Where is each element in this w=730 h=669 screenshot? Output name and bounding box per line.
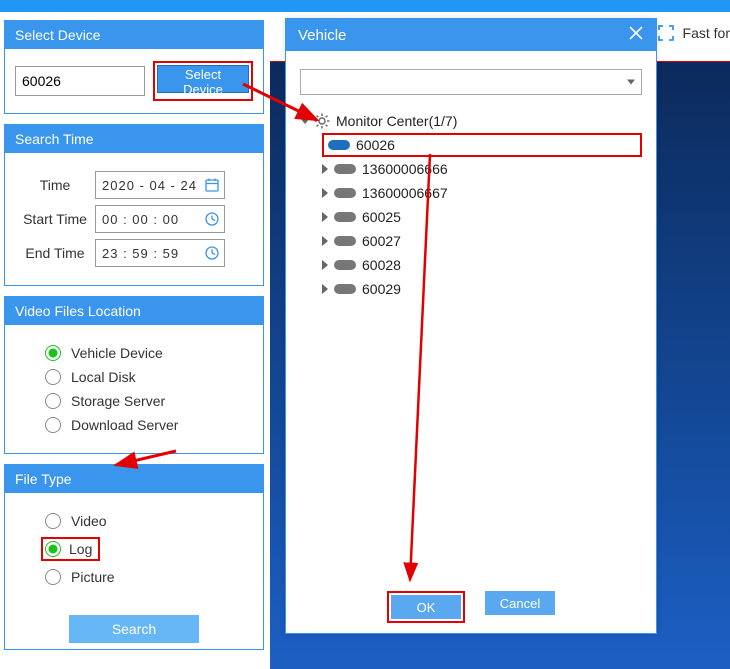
vfl-option-label: Download Server — [71, 417, 178, 433]
time-start-label: Start Time — [15, 211, 95, 227]
cancel-button[interactable]: Cancel — [485, 591, 555, 615]
tree-item-label: 60025 — [362, 209, 401, 225]
fullscreen-icon — [657, 24, 675, 42]
tree-item[interactable]: 60025 — [322, 205, 642, 229]
ft-option-label: Video — [71, 513, 107, 529]
time-date-input[interactable]: 2020 - 04 - 24 — [95, 171, 225, 199]
tree-item-label: 60026 — [356, 137, 395, 153]
close-icon[interactable] — [628, 25, 644, 45]
vfl-option-download-server[interactable]: Download Server — [45, 417, 253, 433]
tree-item[interactable]: 13600006667 — [322, 181, 642, 205]
tree-item[interactable]: 60028 — [322, 253, 642, 277]
tree-item[interactable]: 60026 — [322, 133, 642, 157]
time-date-value: 2020 - 04 - 24 — [102, 178, 197, 193]
tree-item-label: 60027 — [362, 233, 401, 249]
vfl-option-local-disk[interactable]: Local Disk — [45, 369, 253, 385]
tree-item-label: 60029 — [362, 281, 401, 297]
panel-search-time-header: Search Time — [5, 125, 263, 153]
device-icon — [334, 212, 356, 222]
ok-button[interactable]: OK — [391, 595, 461, 619]
tree-item[interactable]: 13600006666 — [322, 157, 642, 181]
time-end-value: 23 : 59 : 59 — [102, 246, 179, 261]
ft-option-log[interactable]: Log — [41, 537, 253, 561]
left-sidebar: Select Device Select Device Search Time … — [4, 20, 264, 660]
expand-icon — [322, 284, 328, 294]
tree-root-label: Monitor Center(1/7) — [336, 113, 457, 129]
ft-option-video[interactable]: Video — [45, 513, 253, 529]
expand-icon — [322, 236, 328, 246]
tree-item-label: 13600006666 — [362, 161, 448, 177]
vfl-option-label: Storage Server — [71, 393, 165, 409]
tree-root[interactable]: Monitor Center(1/7) — [302, 113, 642, 129]
panel-vfl-header: Video Files Location — [5, 297, 263, 325]
radio-icon — [45, 345, 61, 361]
vehicle-filter-select[interactable] — [300, 69, 642, 95]
expand-icon — [300, 118, 310, 124]
radio-icon — [45, 569, 61, 585]
panel-search-time: Search Time Time 2020 - 04 - 24 Start Ti… — [4, 124, 264, 286]
fast-forward-label: Fast for — [683, 25, 730, 41]
tree-item-label: 13600006667 — [362, 185, 448, 201]
device-icon — [334, 260, 356, 270]
radio-icon — [45, 417, 61, 433]
clock-icon — [204, 245, 220, 261]
ft-option-picture[interactable]: Picture — [45, 569, 253, 585]
tree-item[interactable]: 60027 — [322, 229, 642, 253]
calendar-icon — [204, 177, 220, 193]
device-icon — [334, 284, 356, 294]
expand-icon — [322, 212, 328, 222]
panel-select-device: Select Device Select Device — [4, 20, 264, 114]
vehicle-tree: Monitor Center(1/7) 60026 13600006666 1360… — [300, 113, 642, 301]
radio-icon — [45, 513, 61, 529]
vfl-option-label: Vehicle Device — [71, 345, 163, 361]
radio-icon — [45, 541, 61, 557]
panel-select-device-header: Select Device — [5, 21, 263, 49]
fast-forward-button[interactable]: Fast for — [657, 24, 730, 42]
panel-file-type-header: File Type — [5, 465, 263, 493]
vehicle-modal-header[interactable]: Vehicle — [286, 19, 656, 51]
device-icon — [334, 164, 356, 174]
ft-option-label: Log — [69, 541, 92, 557]
device-icon — [328, 140, 350, 150]
vfl-option-vehicle-device[interactable]: Vehicle Device — [45, 345, 253, 361]
app-topbar — [0, 0, 730, 12]
gear-icon — [314, 113, 330, 129]
clock-icon — [204, 211, 220, 227]
panel-file-type: File Type Video Log Picture Search — [4, 464, 264, 650]
device-id-input[interactable] — [15, 66, 145, 96]
radio-icon — [45, 369, 61, 385]
vehicle-modal-title: Vehicle — [298, 27, 346, 44]
search-button[interactable]: Search — [69, 615, 199, 643]
time-end-input[interactable]: 23 : 59 : 59 — [95, 239, 225, 267]
tree-item-label: 60028 — [362, 257, 401, 273]
vehicle-modal: Vehicle Monitor Center(1/7) 60026 1360000… — [285, 18, 657, 634]
device-icon — [334, 236, 356, 246]
expand-icon — [322, 164, 328, 174]
time-end-label: End Time — [15, 245, 95, 261]
time-start-value: 00 : 00 : 00 — [102, 212, 179, 227]
expand-icon — [322, 260, 328, 270]
time-start-input[interactable]: 00 : 00 : 00 — [95, 205, 225, 233]
expand-icon — [322, 188, 328, 198]
vfl-option-label: Local Disk — [71, 369, 136, 385]
vfl-option-storage-server[interactable]: Storage Server — [45, 393, 253, 409]
device-icon — [334, 188, 356, 198]
panel-video-files-location: Video Files Location Vehicle Device Loca… — [4, 296, 264, 454]
time-date-label: Time — [15, 177, 95, 193]
select-device-button[interactable]: Select Device — [157, 65, 249, 93]
radio-icon — [45, 393, 61, 409]
tree-item[interactable]: 60029 — [322, 277, 642, 301]
ft-option-label: Picture — [71, 569, 115, 585]
